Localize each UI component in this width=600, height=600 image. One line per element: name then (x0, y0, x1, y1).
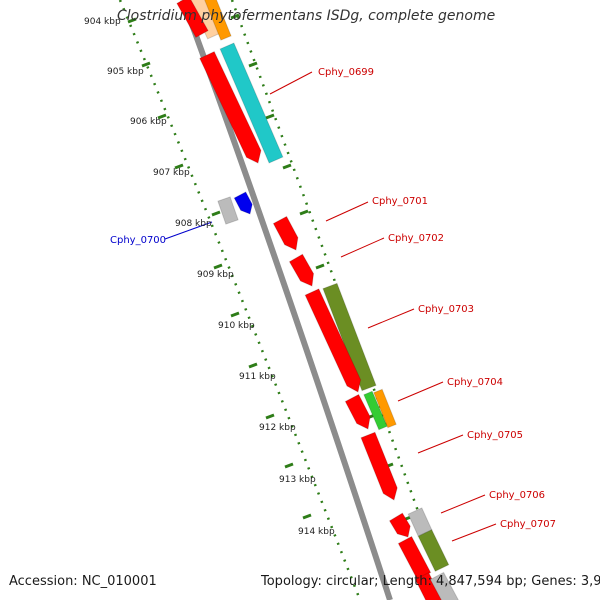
tick-marks (118, 0, 452, 600)
gene-label-cphy-0706[interactable]: Cphy_0706 (489, 490, 545, 501)
gene-red-cphy-0704 (344, 393, 371, 430)
leader-line (325, 201, 369, 222)
major-tick (265, 113, 275, 120)
major-tick (265, 413, 275, 420)
gene-blue-cphy-0700 (233, 191, 253, 215)
major-tick (211, 210, 221, 217)
gene-red-c (397, 535, 432, 581)
leader-line (417, 434, 464, 454)
scale-label: 913 kbp (279, 475, 316, 485)
major-tick (299, 209, 309, 216)
gene-label-cphy-0704[interactable]: Cphy_0704 (447, 377, 503, 388)
accession-text: Accession: NC_010001 (9, 574, 157, 589)
gene-label-cphy-0705[interactable]: Cphy_0705 (467, 430, 523, 441)
scale-label: 911 kbp (239, 372, 276, 382)
gene-olive-cphy-0707 (417, 529, 450, 572)
scale-label: 914 kbp (298, 527, 335, 537)
major-tick (213, 263, 223, 270)
scale-label: 904 kbp (84, 17, 121, 27)
gene-cyan-cphy-0699 (219, 42, 284, 164)
major-tick (230, 13, 240, 20)
scale-label: 910 kbp (218, 321, 255, 331)
scale-labels: 904 kbp 905 kbp 906 kbp 907 kbp 908 kbp 909 k… (84, 17, 335, 537)
gene-red-cphy-0706 (388, 512, 411, 538)
genome-backbone (180, 0, 393, 600)
leader-line (164, 221, 213, 240)
gene-red-a (199, 50, 262, 164)
gene-orange-cphy-0704 (373, 388, 397, 429)
gene-labels: Cphy_0699 Cphy_0700 Cphy_0701 Cphy_0702 Cphy… (110, 67, 556, 542)
gene-label-cphy-0699[interactable]: Cphy_0699 (318, 67, 374, 78)
major-tick (141, 61, 151, 68)
leader-line (451, 523, 497, 542)
leader-line (440, 494, 486, 514)
map-title: Clostridium phytofermentans ISDg, comple… (117, 8, 496, 24)
major-tick (284, 462, 294, 469)
gene-label-cphy-0702[interactable]: Cphy_0702 (388, 233, 444, 244)
leader-line (269, 71, 313, 95)
major-tick (230, 311, 240, 318)
gene-orange-top (204, 0, 232, 41)
major-tick (248, 362, 258, 369)
scale-label: 908 kbp (175, 219, 212, 229)
gene-gray-cphy-0700 (217, 196, 239, 225)
scale-label: 905 kbp (107, 67, 144, 77)
gene-red-b (304, 288, 362, 393)
major-tick (248, 61, 258, 68)
gene-red-cphy-0705 (360, 431, 398, 501)
scale-label: 906 kbp (130, 117, 167, 127)
major-tick (174, 163, 184, 170)
leader-line (367, 308, 415, 329)
gene-label-cphy-0701[interactable]: Cphy_0701 (372, 196, 428, 207)
major-tick (315, 263, 325, 270)
gene-features (176, 0, 459, 600)
scale-label: 909 kbp (197, 270, 234, 280)
gene-label-cphy-0703[interactable]: Cphy_0703 (418, 304, 474, 315)
major-tick (157, 113, 167, 120)
scale-label: 912 kbp (259, 423, 296, 433)
major-tick (127, 17, 137, 24)
major-tick (282, 163, 292, 170)
gene-label-cphy-0707[interactable]: Cphy_0707 (500, 519, 556, 530)
gene-label-cphy-0700[interactable]: Cphy_0700 (110, 235, 166, 246)
leader-line (397, 381, 444, 402)
major-tick (302, 513, 312, 520)
gene-red-top (176, 0, 209, 39)
gene-green-cphy-0704 (363, 390, 388, 431)
scale-label: 907 kbp (153, 168, 190, 178)
gene-red-cphy-0701 (272, 215, 299, 251)
topology-text: Topology: circular; Length: 4,847,594 bp… (261, 574, 600, 589)
leader-line (340, 237, 385, 258)
gene-red-d (414, 571, 443, 600)
gene-red-cphy-0702 (288, 253, 315, 287)
gene-gray-d (429, 571, 459, 600)
